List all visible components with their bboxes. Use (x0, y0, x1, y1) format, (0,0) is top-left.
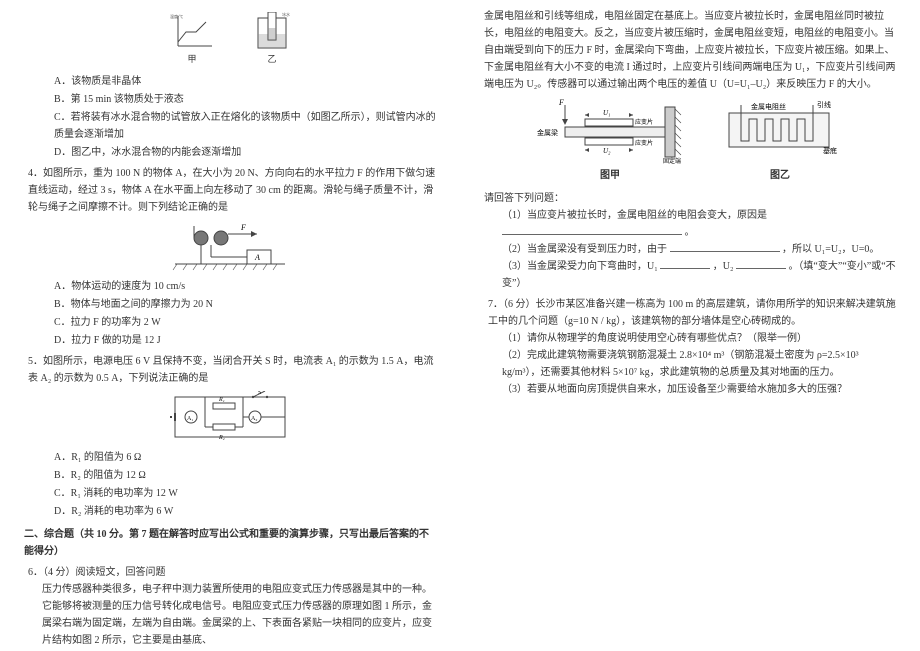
q5-optA: A．R₁ 的阻值为 6 Ω (24, 449, 436, 466)
q6-p1: 压力传感器种类很多，电子秤中测力装置所使用的电阻应变式压力传感器是其中的一种。它… (24, 581, 436, 649)
blank2[interactable] (670, 242, 780, 252)
q7-s3: （3）若要从地面向房顶提供自来水，加压设备至少需要给水施加多大的压强？ (484, 381, 896, 398)
fig-sensor-left-cap: 图甲 (600, 167, 620, 184)
svg-text:U₁: U₁ (603, 109, 611, 117)
svg-text:引线: 引线 (817, 100, 831, 109)
q6-s3-b: ，U₂ (713, 261, 734, 272)
fig-q4: A F (24, 220, 436, 274)
svg-text:金属梁: 金属梁 (537, 128, 558, 137)
svg-text:冰水混合物: 冰水混合物 (282, 12, 290, 17)
svg-text:金属电阻丝: 金属电阻丝 (751, 102, 786, 111)
q6-sub-head: 请回答下列问题： (484, 190, 896, 207)
fig-q3-right-cap: 乙 (267, 52, 276, 67)
q6-s1-a: （1）当应变片被拉长时，金属电阻丝的电阻会变大，原因是 (502, 210, 767, 221)
q3-optB: B．第 15 min 该物质处于液态 (24, 91, 436, 108)
q7-s1: （1）请你从物理学的角度说明使用空心砖有哪些优点？（限举一例） (484, 330, 896, 347)
q4-optD: D．拉力 F 做的功是 12 J (24, 332, 436, 349)
blank1[interactable] (502, 225, 682, 235)
svg-text:固定端: 固定端 (663, 157, 681, 165)
q5-optD: D．R₂ 消耗的电功率为 6 W (24, 503, 436, 520)
q3-optC: C．若将装有冰水混合物的试管放入正在熔化的该物质中（如图乙所示），则试管内冰的质… (24, 109, 436, 143)
q4-optB: B．物体与地面之间的摩擦力为 20 N (24, 296, 436, 313)
q5-optC: C．R₁ 消耗的电功率为 12 W (24, 485, 436, 502)
fig-q3-right: 冰水混合物 乙 (254, 12, 290, 67)
fig-sensor-right-cap: 图乙 (770, 167, 790, 184)
svg-text:应变片: 应变片 (635, 139, 653, 147)
blank4[interactable] (736, 259, 786, 269)
q6-s1: （1）当应变片被拉长时，金属电阻丝的电阻会变大，原因是 。 (484, 207, 896, 241)
q6-head: 6．（4 分）阅读短文，回答问题 (24, 564, 436, 581)
q6-s1-b: 。 (685, 227, 695, 238)
svg-text:R₂: R₂ (218, 435, 225, 441)
q5-optB: B．R₂ 的阻值为 12 Ω (24, 467, 436, 484)
q6-p-cont: 金属电阻丝和引线等组成，电阻丝固定在基底上。当应变片被拉长时，金属电阻丝同时被拉… (484, 8, 896, 93)
fig-sensor: U₁ U₂ F 应变片 应变片 金属梁 固定端 (484, 97, 896, 184)
fig-q3-left-cap: 甲 (187, 52, 196, 67)
fig-q3-left: 温度/℃ 甲 (170, 12, 214, 67)
svg-text:应变片: 应变片 (635, 118, 653, 126)
axis-y-label: 温度/℃ (170, 13, 183, 19)
svg-text:F: F (240, 223, 246, 232)
q7-head: 7．（6 分）长沙市某区准备兴建一栋高为 100 m 的高层建筑，请你用所学的知… (484, 296, 896, 330)
q4-optC: C．拉力 F 的功率为 2 W (24, 314, 436, 331)
q7-s2: （2）完成此建筑物需要浇筑钢筋混凝土 2.8×10⁴ m³（钢筋混凝土密度为 ρ… (484, 347, 896, 381)
svg-text:A₁: A₁ (187, 416, 193, 422)
q4-optA: A．物体运动的速度为 10 cm/s (24, 278, 436, 295)
q6-s2: （2）当金属梁没有受到压力时，由于 ，所以 U₁=U₂，U=0。 (484, 241, 896, 258)
svg-text:A: A (254, 253, 260, 262)
svg-text:U₂: U₂ (603, 147, 611, 155)
q3-optA: A．该物质是非晶体 (24, 73, 436, 90)
fig-q5: A₁ R₁ S R₂ A₂ (24, 391, 436, 445)
svg-text:S: S (258, 391, 261, 396)
q4-stem: 4．如图所示，重为 100 N 的物体 A，在大小为 20 N、方向向右的水平拉… (24, 165, 436, 216)
q6-s2-b: ，所以 U₁=U₂，U=0。 (782, 244, 879, 255)
svg-text:基底: 基底 (823, 146, 837, 155)
q6-s3-a: （3）当金属梁受力向下弯曲时，U₁ (502, 261, 658, 272)
q6-s2-a: （2）当金属梁没有受到压力时，由于 (502, 244, 667, 255)
fig-q3: 温度/℃ 甲 冰水混合物 乙 (24, 12, 436, 67)
svg-text:A₂: A₂ (251, 416, 257, 422)
svg-text:R₁: R₁ (218, 397, 225, 403)
blank3[interactable] (660, 259, 710, 269)
section2-head: 二、综合题（共 10 分。第 7 题在解答时应写出公式和重要的演算步骤，只写出最… (24, 526, 436, 560)
q5-stem: 5．如图所示，电源电压 6 V 且保持不变，当闭合开关 S 时，电流表 A₁ 的… (24, 353, 436, 387)
q3-optD: D．图乙中，冰水混合物的内能会逐渐增加 (24, 144, 436, 161)
q6-s3: （3）当金属梁受力向下弯曲时，U₁ ，U₂ 。（填“变大”“变小”或“不变”） (484, 258, 896, 292)
svg-text:F: F (558, 98, 564, 107)
